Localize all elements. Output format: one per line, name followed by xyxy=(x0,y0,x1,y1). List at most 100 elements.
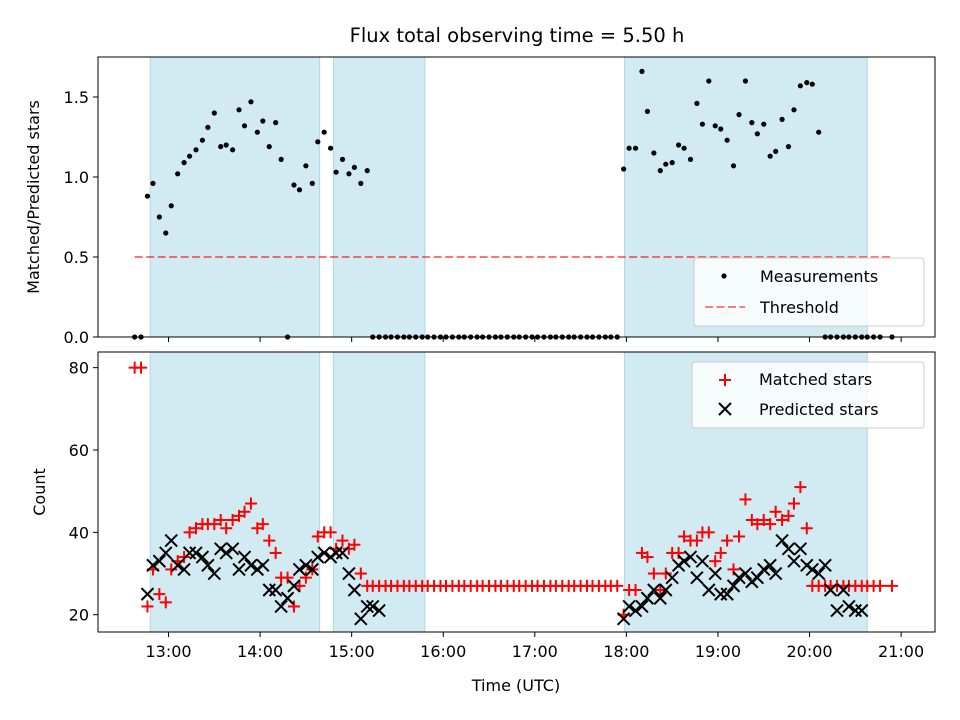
predicted-star-marker xyxy=(775,533,789,548)
predicted-star-marker xyxy=(622,599,636,614)
measurement-point xyxy=(785,144,792,150)
measurement-point xyxy=(712,123,718,129)
measurement-point xyxy=(181,160,187,166)
matched-star-marker xyxy=(874,579,887,592)
bottom-y-tick-label: 40 xyxy=(69,523,89,542)
matched-star-marker xyxy=(709,555,722,568)
measurement-point xyxy=(186,153,193,159)
bottom-legend: Matched stars Predicted stars xyxy=(691,361,925,429)
predicted-star-marker xyxy=(195,550,210,564)
matched-star-marker xyxy=(311,530,324,543)
measurement-point xyxy=(651,150,657,156)
predicted-star-marker xyxy=(830,603,844,618)
measurement-point xyxy=(150,180,156,186)
measurement-point xyxy=(168,203,174,209)
predicted-star-marker xyxy=(317,546,331,560)
top-y-tick-label: 0.0 xyxy=(64,328,89,347)
matched-star-marker xyxy=(659,567,672,580)
matched-star-marker xyxy=(739,493,752,506)
matched-star-marker xyxy=(214,514,227,526)
measurement-point xyxy=(791,107,797,113)
measurement-point xyxy=(699,121,705,127)
x-tick-label: 18:00 xyxy=(603,642,649,661)
bottom-axes-frame xyxy=(97,351,936,633)
predicted-star-marker xyxy=(848,603,863,618)
predicted-star-marker xyxy=(787,554,801,568)
top-x-ticks xyxy=(168,337,902,342)
measurement-point xyxy=(321,129,327,135)
bottom-y-tick-label: 80 xyxy=(69,359,89,378)
measurement-point xyxy=(797,83,803,89)
measurement-point xyxy=(694,100,700,106)
predicted-star-marker xyxy=(274,599,288,614)
predicted-star-marker xyxy=(708,566,722,581)
measurement-point xyxy=(724,137,730,143)
bottom-y-tick-label: 20 xyxy=(69,606,89,625)
top-legend: Measurements Threshold xyxy=(693,257,925,327)
predicted-star-marker xyxy=(140,587,155,601)
matched-star-markers xyxy=(128,361,898,621)
measurement-point xyxy=(291,182,297,188)
measurement-point xyxy=(687,156,694,162)
measurement-point xyxy=(163,230,169,236)
x-tick-label: 20:00 xyxy=(786,642,832,661)
measurement-point xyxy=(644,108,651,114)
predicted-star-marker xyxy=(640,591,655,605)
measurement-point xyxy=(663,161,669,167)
predicted-star-marker xyxy=(695,554,710,568)
matched-star-marker xyxy=(733,530,746,543)
measurement-point xyxy=(254,129,260,135)
measurement-point xyxy=(669,160,675,166)
bottom-y-ticks: 20 40 60 80 xyxy=(69,359,98,625)
matched-star-marker xyxy=(348,538,361,551)
predicted-star-marker xyxy=(335,546,350,560)
measurement-point xyxy=(632,145,639,151)
predicted-star-marker xyxy=(738,566,753,581)
predicted-star-marker xyxy=(855,603,869,618)
matched-star-marker xyxy=(293,579,306,592)
matched-star-marker xyxy=(287,600,300,613)
matched-star-marker xyxy=(220,522,233,535)
legend-label-threshold: Threshold xyxy=(759,298,839,317)
predicted-star-marker xyxy=(159,546,173,560)
measurement-point xyxy=(266,144,272,150)
predicted-star-marker xyxy=(244,558,258,573)
predicted-star-markers xyxy=(140,533,869,626)
predicted-star-marker xyxy=(189,546,203,560)
predicted-star-marker xyxy=(164,533,178,548)
measurement-point xyxy=(315,139,321,145)
top-y-tick-label: 1.0 xyxy=(64,168,89,187)
predicted-star-marker xyxy=(653,591,667,605)
matched-star-marker xyxy=(794,481,807,494)
measurement-point xyxy=(761,121,767,127)
predicted-star-marker xyxy=(342,566,356,581)
predicted-star-marker xyxy=(628,603,643,618)
bottom-y-axis-label: Count xyxy=(30,468,49,516)
predicted-star-marker xyxy=(818,558,832,573)
measurement-point xyxy=(809,81,815,87)
predicted-star-marker xyxy=(232,562,246,577)
measurement-point xyxy=(773,148,779,154)
x-axis-label: Time (UTC) xyxy=(471,676,560,695)
top-y-ticks: 0.0 0.5 1.0 1.5 xyxy=(64,88,98,347)
matched-star-marker xyxy=(611,579,624,592)
matched-star-marker xyxy=(269,546,282,559)
predicted-star-marker xyxy=(757,562,771,577)
measurement-point xyxy=(218,144,224,150)
measurement-point xyxy=(211,110,217,116)
top-y-tick-label: 0.5 xyxy=(64,248,89,267)
predicted-star-marker xyxy=(690,570,704,585)
matched-star-marker xyxy=(690,534,703,547)
bottom-legend-box xyxy=(691,361,925,429)
measurement-point xyxy=(273,120,279,126)
measurement-point xyxy=(364,168,370,174)
measurement-point xyxy=(736,112,742,118)
predicted-star-marker xyxy=(635,599,649,614)
predicted-star-marker xyxy=(360,599,374,614)
measurement-point xyxy=(156,214,162,220)
measurement-point xyxy=(223,142,229,148)
measurement-point xyxy=(205,124,211,130)
legend-marker-predicted xyxy=(718,402,732,416)
predicted-star-marker xyxy=(354,612,368,626)
matched-star-marker xyxy=(769,505,782,518)
